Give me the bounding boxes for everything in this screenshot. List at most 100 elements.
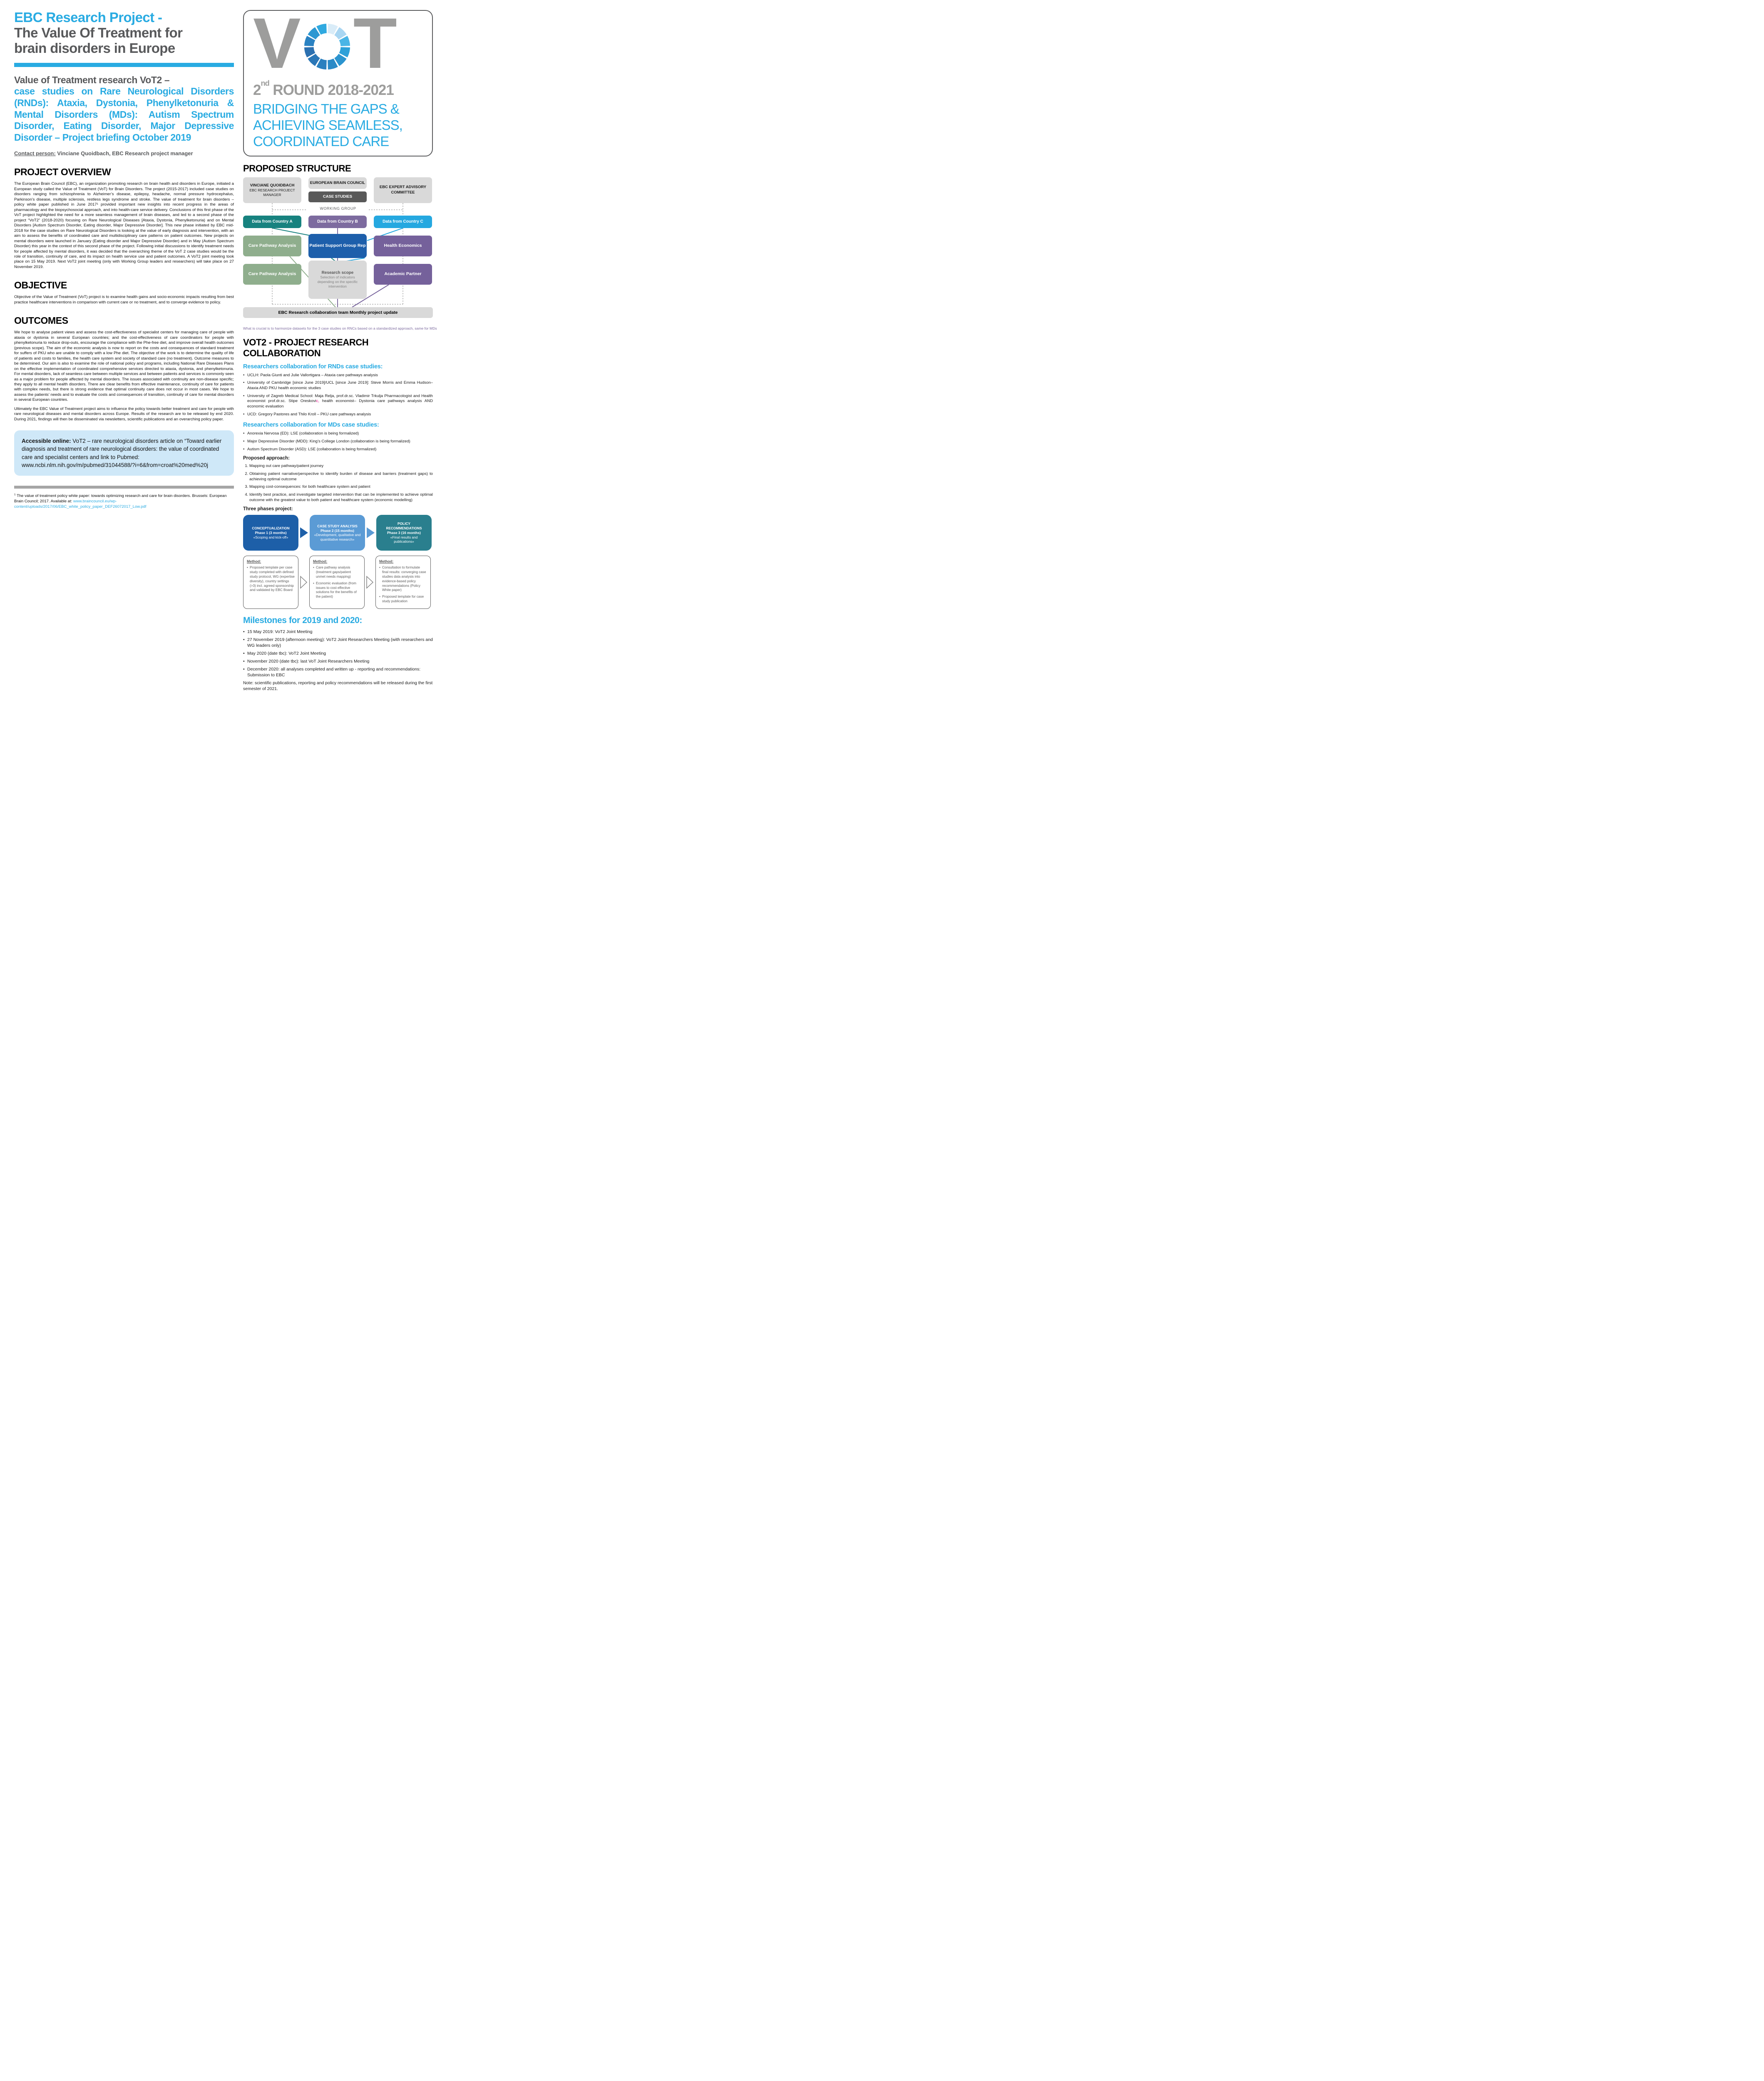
- rnd-list: UCLH: Paola Giunti and Julie Vallortigar…: [243, 373, 433, 417]
- list-item: UCLH: Paola Giunti and Julie Vallortigar…: [243, 373, 433, 378]
- phase-2-duration: Phase 2 (15 months): [321, 528, 354, 533]
- contact-label: Contact person:: [14, 150, 56, 157]
- phase-1-title: CONCEPTUALIZATION: [252, 526, 290, 531]
- method-list: Proposed template per case study complet…: [247, 566, 295, 593]
- md-list: Anorexia Nervosa (ED): LSE (collaboratio…: [243, 431, 433, 452]
- academic-partner-box: Academic Partner: [374, 263, 432, 285]
- approach-list: Mapping out care pathway/patient journey…: [243, 464, 433, 503]
- rnd-heading: Researchers collaboration for RNDs case …: [243, 363, 383, 370]
- manager-box: VINCIANE QUOIDBACH EBC RESEARCH PROJECT …: [243, 177, 301, 203]
- list-item: May 2020 (date tbc): VoT2 Joint Meeting: [243, 651, 433, 657]
- phase-1-desc: «Scoping and kick-off»: [253, 535, 288, 539]
- objective-text: Objective of the Value of Treatment (VoT…: [14, 295, 234, 305]
- phase-3-desc: «Final results and publications»: [390, 535, 418, 544]
- care-pathway-analysis-box-1: Care Pathway Analysis: [243, 235, 301, 256]
- vot-logo-letter-v: V: [253, 3, 301, 83]
- method-arrow-icon: [366, 556, 374, 609]
- accessible-online-box: Accessible online: VoT2 – rare neurologi…: [14, 430, 234, 476]
- logo-tagline-line-2: ACHIEVING SEAMLESS,: [253, 117, 403, 133]
- method-arrow-icon: [300, 556, 308, 609]
- health-economics-box: Health Economics: [374, 235, 432, 256]
- contact-value: Vinciane Quoidbach, EBC Research project…: [55, 150, 193, 157]
- method-label: Method:: [313, 559, 328, 564]
- manager-role: EBC RESEARCH PROJECT MANAGER: [249, 188, 295, 197]
- case-studies-box: CASE STUDIES: [308, 191, 367, 202]
- collaboration-bar: EBC Research collaboration team Monthly …: [243, 307, 433, 318]
- list-item: November 2020 (date tbc): last VoT Joint…: [243, 659, 433, 665]
- poster-title: EBC Research Project - The Value Of Trea…: [14, 10, 234, 56]
- section-heading-objective: OBJECTIVE: [14, 280, 67, 291]
- care-pathway-analysis-box-2: Care Pathway Analysis: [243, 263, 301, 285]
- phase-2-title: CASE STUDY ANALYSIS: [317, 524, 358, 528]
- vot-logo: V T: [253, 7, 424, 79]
- milestones-note: Note: scientific publications, reporting…: [243, 680, 433, 691]
- method-box-2: Method: Care pathway analysis (treatment…: [309, 556, 365, 609]
- round-rest: ROUND 2018-2021: [269, 82, 394, 98]
- list-item: Obtaining patient narrative/perspective …: [249, 472, 433, 482]
- list-item: Proposed template for case study publica…: [379, 595, 427, 604]
- divider-bar: [14, 485, 234, 489]
- research-scope-box: Research scope Selection of indicators d…: [308, 260, 367, 299]
- vot-logo-letter-t: T: [353, 3, 397, 83]
- list-item: Identify best practice, and investigate …: [249, 492, 433, 503]
- research-scope-text: Selection of indicators depending on the…: [317, 275, 358, 288]
- section-heading-proposed-structure: PROPOSED STRUCTURE: [243, 163, 351, 174]
- list-item: Proposed template per case study complet…: [247, 566, 295, 593]
- phase-3-duration: Phase 3 (16 months): [387, 530, 421, 535]
- phase-arrow-icon-2: [367, 527, 375, 539]
- phases-heading: Three phases project:: [243, 507, 293, 512]
- vot-logo-o-donut: [304, 23, 350, 70]
- phase-row: CONCEPTUALIZATION Phase 1 (3 months) «Sc…: [243, 515, 433, 551]
- org-chart: VINCIANE QUOIDBACH EBC RESEARCH PROJECT …: [243, 177, 433, 324]
- list-item: Consultation to formulate final results:…: [379, 566, 427, 593]
- list-item: 27 November 2019 (afternoon meeting): Vo…: [243, 637, 433, 649]
- accessible-online-text: VoT2 – rare neurological disorders artic…: [22, 438, 222, 468]
- section-heading-project-overview: PROJECT OVERVIEW: [14, 166, 111, 178]
- subtitle: Value of Treatment research VoT2 – case …: [14, 74, 234, 144]
- ebc-box: EUROPEAN BRAIN COUNCIL: [308, 177, 367, 189]
- committee-box: EBC EXPERT ADVISORY COMMITTEE: [374, 177, 432, 203]
- round-ordinal: nd: [261, 79, 269, 87]
- method-label: Method:: [379, 559, 394, 564]
- phase-box-3: POLICY RECOMMENDATIONS Phase 3 (16 month…: [376, 515, 432, 551]
- vot-logo-box: V T 2nd ROUND 2018-2021 BRIDGING THE GAP…: [243, 7, 433, 156]
- title-line-gray: The Value Of Treatment for brain disorde…: [14, 25, 183, 56]
- logo-tagline-line-1: BRIDGING THE GAPS &: [253, 101, 400, 117]
- footnote-ref: 1: [14, 493, 16, 496]
- outcomes-text-1: We hope to analyse patient views and ass…: [14, 330, 234, 402]
- subtitle-blue: case studies on Rare Neurological Disord…: [14, 86, 234, 143]
- rnd-item3-text: University of Zagreb Medical School: Maj…: [247, 393, 433, 404]
- list-item: December 2020: all analyses completed an…: [243, 667, 433, 678]
- footnote-text: The value of treatment policy white pape…: [14, 494, 227, 504]
- logo-round-line: 2nd ROUND 2018-2021: [253, 79, 424, 99]
- contact-line: Contact person: Vinciane Quoidbach, EBC …: [14, 150, 234, 156]
- accent-rule: [14, 62, 234, 67]
- working-group-label: WORKING GROUP: [317, 206, 359, 211]
- approach-heading: Proposed approach:: [243, 456, 290, 461]
- footnote-link[interactable]: www.braincouncil.eu/wp-content/uploads/2…: [14, 499, 147, 509]
- phase-3-title: POLICY RECOMMENDATIONS: [386, 521, 422, 531]
- phase-1-duration: Phase 1 (3 months): [255, 530, 287, 535]
- accessible-online-label: Accessible online:: [22, 438, 71, 445]
- list-item: Mapping cost-consequences: for both heal…: [249, 484, 433, 490]
- poster-page: EBC Research Project - The Value Of Trea…: [0, 0, 441, 698]
- rnd-item3-text-2: health economist– Dystonia care pathways…: [247, 399, 433, 409]
- list-item: UCD: Gregory Pastores and Thilo Kroll – …: [243, 412, 433, 417]
- list-item: Economic evaluation (from issues to cost…: [313, 581, 361, 599]
- logo-tagline-line-3: COORDINATED CARE: [253, 133, 389, 149]
- list-item: Autism Spectrum Disorder (ASD): LSE (col…: [243, 447, 433, 452]
- data-country-a-box: Data from Country A: [243, 215, 301, 228]
- list-item: Care pathway analysis (treatment gaps/pa…: [313, 566, 361, 579]
- round-number: 2: [253, 82, 261, 98]
- md-heading: Researchers collaboration for MDs case s…: [243, 422, 379, 429]
- data-country-c-box: Data from Country C: [374, 215, 432, 228]
- outcomes-text-2: Ultimately the EBC Value of Treatment pr…: [14, 406, 234, 422]
- method-label: Method:: [247, 559, 261, 564]
- data-country-b-box: Data from Country B: [308, 215, 367, 228]
- phase-arrow-icon-1: [300, 527, 308, 539]
- list-item: Anorexia Nervosa (ED): LSE (collaboratio…: [243, 431, 433, 437]
- method-box-1: Method: Proposed template per case study…: [243, 556, 298, 609]
- title-line-blue: EBC Research Project -: [14, 10, 162, 25]
- rnd-item3-highlight: c,: [316, 399, 320, 404]
- footnote: 1 The value of treatment policy white pa…: [14, 493, 234, 510]
